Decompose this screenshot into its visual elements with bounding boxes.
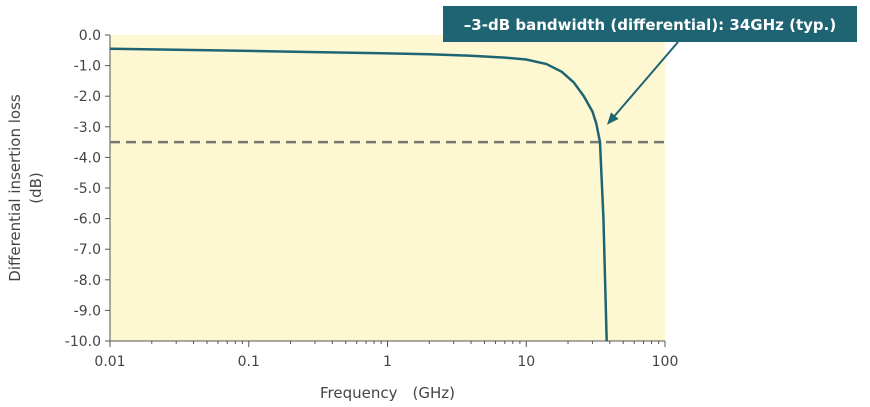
y-axis-title: Differential insertion loss (dB) <box>6 94 45 282</box>
x-tick-label: 10 <box>517 354 535 370</box>
y-tick-label: -2.0 <box>74 89 101 105</box>
y-tick-label: -4.0 <box>74 150 101 166</box>
callout-arrowhead <box>606 112 619 125</box>
plot-area <box>110 35 665 341</box>
x-tick-label: 1 <box>383 354 392 370</box>
y-tick-label: -9.0 <box>74 303 101 319</box>
y-tick-label: -3.0 <box>74 120 101 136</box>
x-axis-title: Frequency (GHz) <box>320 384 455 402</box>
y-tick-label: -1.0 <box>74 59 101 75</box>
y-tick-label: -8.0 <box>74 273 101 289</box>
callout-box <box>443 6 857 42</box>
x-tick-label: 100 <box>652 354 679 370</box>
callout-text: –3-dB bandwidth (differential): 34GHz (t… <box>464 16 836 34</box>
x-tick-label: 0.1 <box>238 354 260 370</box>
y-tick-label: -5.0 <box>74 181 101 197</box>
callout-arrow <box>614 41 679 117</box>
y-tick-label: -7.0 <box>74 242 101 258</box>
series-line <box>109 47 608 342</box>
y-axis-title-line: Differential insertion loss <box>6 94 24 282</box>
y-tick-label: -10.0 <box>65 334 101 350</box>
y-axis-ticks: 0.0 -1.0 -2.0 -3.0 -4.0 -5.0 -6.0 -7.0 -8.0 -9.0 -… <box>65 28 111 350</box>
y-axis-title-line: (dB) <box>27 172 45 204</box>
y-tick-label: -6.0 <box>74 212 101 228</box>
y-tick-label: 0.0 <box>79 28 101 44</box>
x-axis-ticks: 0.01 0.1 1 10 100 <box>94 340 679 370</box>
x-tick-label: 0.01 <box>94 354 125 370</box>
